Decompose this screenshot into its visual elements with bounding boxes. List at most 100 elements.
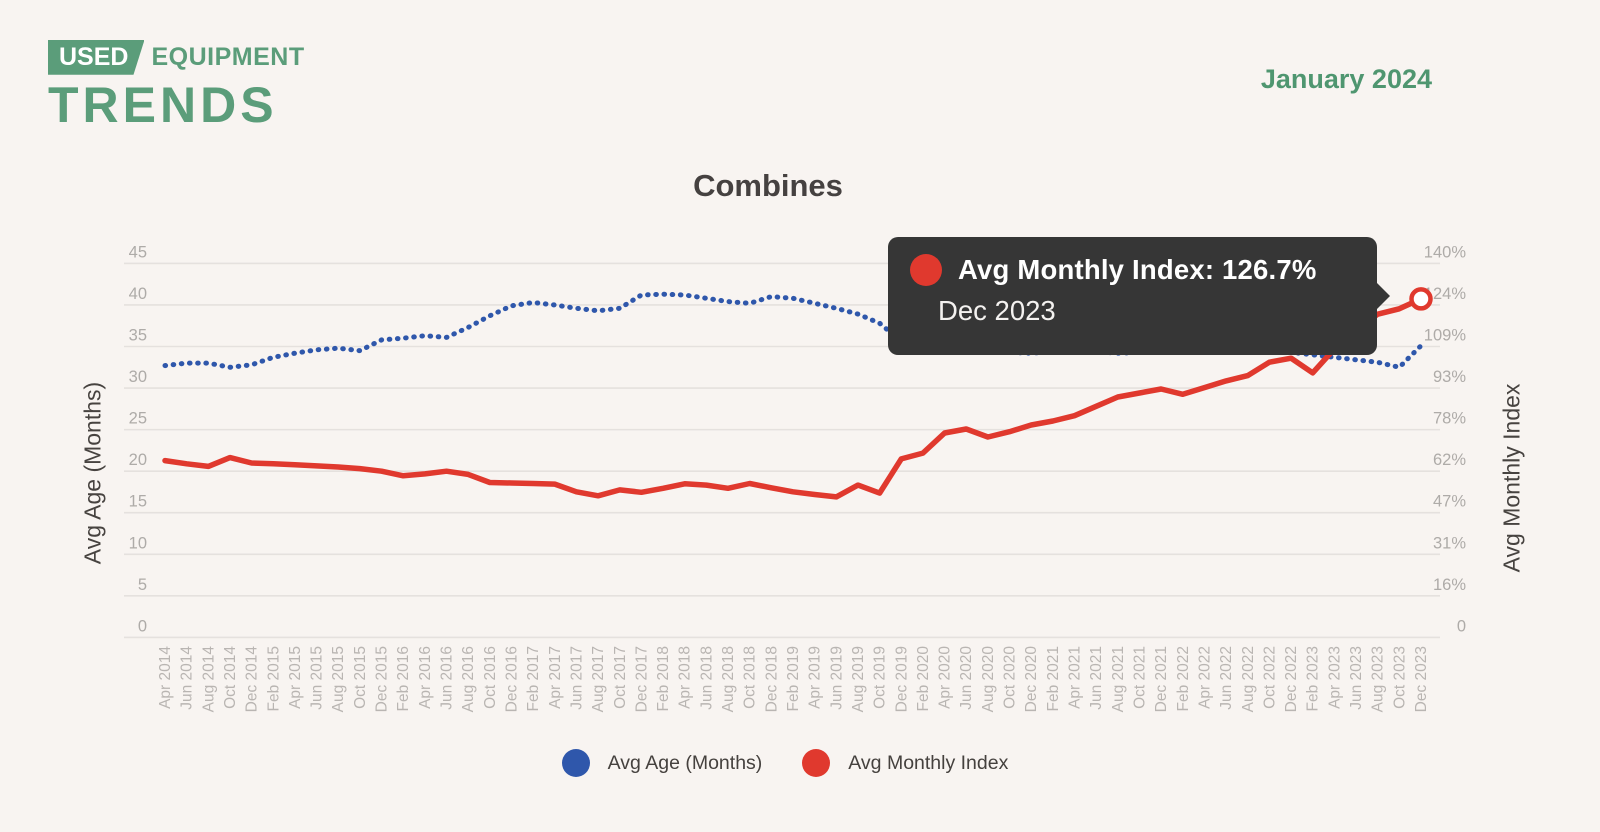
left-axis-tick-label: 40 (129, 285, 147, 303)
legend-dot-red-icon (802, 749, 831, 777)
left-axis-tick-label: 30 (129, 368, 147, 386)
logo-used-badge: USED (48, 40, 144, 75)
x-axis-tick-label: Jun 2021 (1088, 646, 1105, 710)
x-axis-tick-label: Oct 2023 (1391, 646, 1408, 709)
x-axis-tick-label: Oct 2022 (1261, 646, 1278, 709)
x-axis-tick-label: Feb 2023 (1305, 646, 1322, 712)
x-axis-tick-label: Oct 2021 (1131, 646, 1148, 709)
logo-trends-text: TRENDS (48, 76, 278, 133)
x-axis-tick-label: Oct 2017 (612, 646, 629, 709)
x-axis-tick-label: Aug 2014 (200, 646, 217, 713)
left-axis-tick-label: 0 (138, 617, 147, 635)
right-axis-tick-label: 31% (1433, 534, 1466, 552)
x-axis-tick-label: Apr 2021 (1067, 646, 1084, 709)
chart-legend: Avg Age (Months) Avg Monthly Index (0, 749, 1570, 777)
x-axis-tick-label: Dec 2015 (374, 646, 391, 712)
left-axis-tick-label: 10 (129, 534, 147, 552)
x-axis-tick-label: Feb 2016 (395, 646, 412, 712)
x-axis-tick-label: Apr 2014 (157, 646, 174, 709)
x-axis-tick-label: Jun 2022 (1218, 646, 1235, 710)
x-axis-tick-label: Apr 2020 (937, 646, 954, 709)
x-axis-tick-label: Apr 2023 (1326, 646, 1343, 709)
x-axis-tick-label: Apr 2015 (287, 646, 304, 709)
highlighted-data-point[interactable] (1409, 287, 1433, 311)
x-axis-tick-label: Dec 2021 (1153, 646, 1170, 712)
legend-label: Avg Monthly Index (848, 751, 1009, 774)
tooltip-series-dot-icon (910, 254, 942, 286)
x-axis-tick-label: Aug 2015 (330, 646, 347, 712)
x-axis-tick-label: Jun 2016 (439, 646, 456, 710)
x-axis-tick-label: Aug 2023 (1370, 646, 1387, 712)
x-axis-tick-label: Jun 2020 (958, 646, 975, 710)
left-axis-tick-label: 45 (129, 243, 147, 261)
x-axis-tick-label: Jun 2015 (309, 646, 326, 710)
x-axis-tick-label: Feb 2020 (915, 646, 932, 712)
x-axis-tick-label: Dec 2014 (244, 646, 261, 713)
x-axis-tick-label: Feb 2017 (525, 646, 542, 712)
x-axis-tick-label: Jun 2018 (698, 646, 715, 710)
right-axis-tick-label: 93% (1433, 368, 1466, 386)
right-axis-tick-label: 78% (1433, 410, 1466, 428)
right-axis-tick-label: 62% (1433, 451, 1466, 469)
x-axis-tick-label: Aug 2018 (720, 646, 737, 712)
chart-tooltip: Avg Monthly Index: 126.7% Dec 2023 (888, 237, 1390, 355)
x-axis-tick-label: Apr 2018 (677, 646, 694, 709)
left-axis-tick-label: 5 (138, 576, 147, 594)
x-axis-tick-label: Dec 2020 (1023, 646, 1040, 713)
x-axis-tick-label: Oct 2016 (482, 646, 499, 709)
left-axis-tick-label: 15 (129, 493, 147, 511)
x-axis-tick-label: Dec 2019 (893, 646, 910, 712)
x-axis-tick-label: Dec 2017 (633, 646, 650, 712)
x-axis-tick-label: Aug 2017 (590, 646, 607, 712)
x-axis-tick-label: Aug 2020 (980, 646, 997, 713)
x-axis-tick-label: Aug 2022 (1240, 646, 1257, 712)
x-axis-tick-label: Feb 2021 (1045, 646, 1062, 712)
x-axis-tick-label: Feb 2019 (785, 646, 802, 712)
x-axis-tick-label: Jun 2014 (179, 646, 196, 710)
x-axis-tick-label: Jun 2023 (1348, 646, 1365, 710)
chart-title: Combines (693, 168, 843, 203)
right-axis-tick-label: 47% (1433, 493, 1466, 511)
x-axis-tick-label: Aug 2021 (1110, 646, 1127, 712)
right-axis-tick-label: 0 (1457, 617, 1466, 635)
report-date: January 2024 (1260, 64, 1432, 94)
x-axis-tick-label: Dec 2016 (503, 646, 520, 712)
legend-item-avg-monthly-index[interactable]: Avg Monthly Index (802, 749, 1008, 777)
legend-item-avg-age[interactable]: Avg Age (Months) (561, 749, 763, 777)
tooltip-value-text: Avg Monthly Index: 126.7% (958, 254, 1317, 285)
left-axis-tick-label: 20 (129, 451, 147, 469)
right-axis-tick-label: 16% (1433, 576, 1466, 594)
x-axis-tick-label: Apr 2022 (1196, 646, 1213, 709)
x-axis-tick-label: Oct 2020 (1002, 646, 1019, 709)
series-line-avg-monthly-index[interactable] (162, 296, 1424, 500)
x-axis-tick-label: Aug 2016 (460, 646, 477, 712)
x-axis-tick-label: Apr 2016 (417, 646, 434, 709)
x-axis-tick-label: Oct 2015 (352, 646, 369, 709)
x-axis-tick-label: Jun 2019 (828, 646, 845, 710)
x-axis-tick-label: Aug 2019 (850, 646, 867, 712)
x-axis-tick-label: Oct 2018 (742, 646, 759, 709)
tooltip-pointer-icon (1376, 282, 1390, 310)
tooltip-date-text: Dec 2023 (938, 295, 1056, 326)
legend-dot-blue-icon (561, 749, 590, 777)
logo-equipment-text: EQUIPMENT (151, 42, 305, 71)
x-axis-tick-label: Apr 2017 (547, 646, 564, 709)
left-axis-tick-label: 35 (129, 327, 147, 345)
legend-label: Avg Age (Months) (607, 751, 763, 774)
x-axis-tick-label: Jun 2017 (568, 646, 585, 710)
right-axis-tick-label: 124% (1424, 285, 1467, 303)
left-axis-tick-label: 25 (129, 410, 147, 428)
series-line-avg-age[interactable] (162, 291, 1424, 370)
right-axis-tick-label: 140% (1424, 243, 1467, 261)
x-axis-tick-label: Dec 2018 (763, 646, 780, 712)
x-axis-tick-label: Oct 2019 (872, 646, 889, 709)
x-axis-tick-label: Apr 2019 (807, 646, 824, 709)
x-axis-tick-label: Oct 2014 (222, 646, 239, 709)
x-axis-tick-label: Feb 2018 (655, 646, 672, 712)
x-axis-tick-label: Feb 2015 (265, 646, 282, 712)
x-axis-tick-label: Feb 2022 (1175, 646, 1192, 712)
right-axis-tick-label: 109% (1424, 327, 1467, 345)
used-equipment-trends-logo: USED EQUIPMENT TRENDS (48, 40, 305, 130)
x-axis-tick-label: Dec 2022 (1283, 646, 1300, 712)
